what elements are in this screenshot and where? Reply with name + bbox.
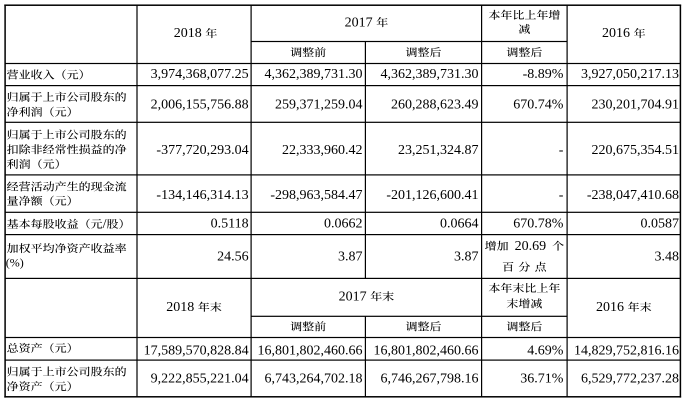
svg-text:17,589,570,828.84: 17,589,570,828.84 [144, 343, 249, 358]
svg-text:6,746,267,798.16: 6,746,267,798.16 [381, 371, 479, 386]
svg-text:4,362,389,731.30: 4,362,389,731.30 [265, 67, 363, 82]
svg-text:2018: 2018 [174, 26, 202, 41]
svg-text:259,371,259.04: 259,371,259.04 [275, 98, 363, 113]
svg-text:2016: 2016 [596, 300, 624, 315]
svg-text:(%): (%) [6, 256, 24, 270]
svg-text:3,927,050,217.13: 3,927,050,217.13 [581, 67, 679, 82]
svg-text:4,362,389,731.30: 4,362,389,731.30 [381, 67, 479, 82]
svg-text:2016: 2016 [602, 26, 630, 41]
svg-text:0.5118: 0.5118 [211, 217, 249, 232]
svg-text:2017: 2017 [339, 289, 367, 304]
svg-text:-134,146,314.13: -134,146,314.13 [156, 188, 248, 203]
svg-text:2017: 2017 [345, 15, 373, 30]
svg-text:20.69: 20.69 [515, 239, 547, 254]
svg-text:16,801,802,460.66: 16,801,802,460.66 [258, 343, 363, 358]
svg-text:-8.89%: -8.89% [523, 67, 564, 82]
svg-text:14,829,752,816.16: 14,829,752,816.16 [574, 343, 679, 358]
svg-text:3.87: 3.87 [454, 250, 479, 265]
svg-text:260,288,623.49: 260,288,623.49 [391, 98, 479, 113]
svg-text:-: - [559, 188, 564, 203]
svg-text:3.48: 3.48 [655, 250, 680, 265]
svg-text:16,801,802,460.66: 16,801,802,460.66 [374, 343, 479, 358]
svg-text:670.78%: 670.78% [513, 217, 564, 232]
svg-text:6,743,264,702.18: 6,743,264,702.18 [265, 371, 363, 386]
svg-text:22,333,960.42: 22,333,960.42 [282, 143, 363, 158]
svg-text:24.56: 24.56 [217, 250, 249, 265]
svg-text:0.0664: 0.0664 [440, 217, 479, 232]
svg-text:-298,963,584.47: -298,963,584.47 [270, 188, 362, 203]
svg-text:-: - [559, 143, 564, 158]
svg-text:6,529,772,237.28: 6,529,772,237.28 [581, 371, 679, 386]
svg-text:2018: 2018 [166, 300, 194, 315]
svg-text:4.69%: 4.69% [527, 343, 564, 358]
svg-text:9,222,855,221.04: 9,222,855,221.04 [151, 371, 249, 386]
svg-text:230,201,704.91: 230,201,704.91 [592, 98, 680, 113]
svg-text:0.0587: 0.0587 [641, 217, 680, 232]
svg-text:-238,047,410.68: -238,047,410.68 [587, 188, 679, 203]
svg-text:-201,126,600.41: -201,126,600.41 [386, 188, 478, 203]
svg-text:-377,720,293.04: -377,720,293.04 [156, 143, 248, 158]
svg-text:3.87: 3.87 [338, 250, 363, 265]
svg-text:3,974,368,077.25: 3,974,368,077.25 [151, 67, 249, 82]
svg-text:36.71%: 36.71% [520, 371, 564, 386]
svg-text:0.0662: 0.0662 [324, 217, 363, 232]
svg-text:23,251,324.87: 23,251,324.87 [398, 143, 479, 158]
svg-text:670.74%: 670.74% [513, 98, 564, 113]
svg-text:2,006,155,756.88: 2,006,155,756.88 [151, 98, 249, 113]
svg-text:/: / [103, 217, 107, 232]
svg-text:220,675,354.51: 220,675,354.51 [592, 143, 680, 158]
